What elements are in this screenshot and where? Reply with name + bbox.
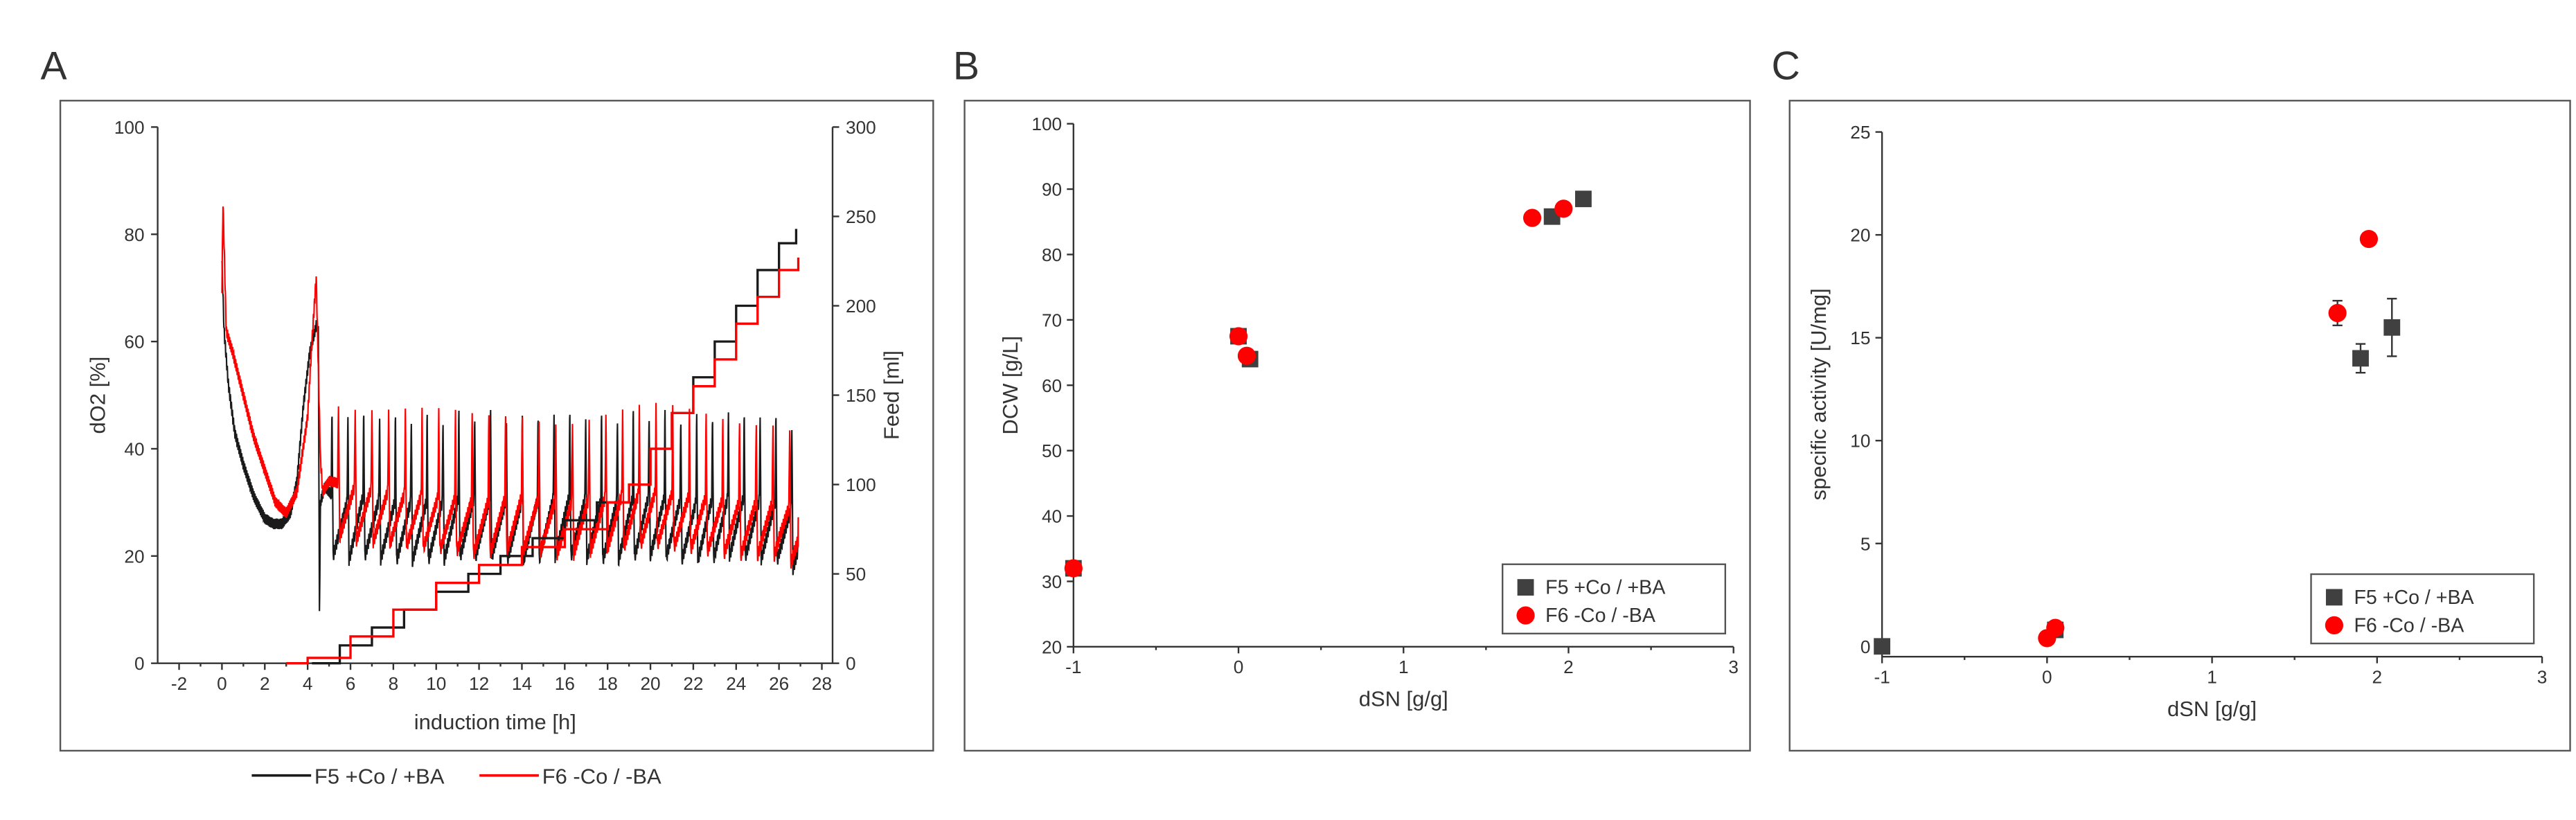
a-y-tick-label: 20	[124, 546, 144, 567]
c-point-circle	[2046, 618, 2065, 637]
c-x-tick-label: 0	[2042, 666, 2052, 687]
c-y-tick-label: 10	[1850, 431, 1870, 452]
b-point-circle	[1554, 199, 1573, 218]
c-legend-label: F5 +Co / +BA	[2354, 587, 2473, 609]
panel-label-c: C	[1772, 44, 1800, 88]
a-x-tick-label: 20	[640, 673, 660, 694]
c-point-square	[1874, 638, 1891, 655]
c-legend-marker	[2325, 616, 2343, 634]
a-y-tick-label: 80	[124, 224, 144, 245]
c-x-tick-label: -1	[1874, 666, 1890, 687]
c-y-axis-title: specific activity [U/mg]	[1806, 288, 1831, 500]
a-x-tick-label: 26	[769, 673, 789, 694]
a-x-tick-label: 0	[217, 673, 227, 694]
a-y2-axis-title: Feed [ml]	[879, 350, 903, 440]
a-y2-tick-label: 200	[846, 296, 876, 317]
b-y-tick-label: 50	[1042, 440, 1062, 461]
c-y-tick-label: 15	[1850, 328, 1870, 348]
b-legend-label: F6 -Co / -BA	[1545, 605, 1655, 627]
c-legend-label: F6 -Co / -BA	[2354, 614, 2464, 636]
a-y2-tick-label: 50	[846, 564, 866, 585]
a-x-axis-title: induction time [h]	[414, 710, 576, 734]
a-x-tick-label: 28	[812, 673, 832, 694]
a-x-tick-label: 10	[426, 673, 446, 694]
b-y-tick-label: 40	[1042, 506, 1062, 527]
b-y-tick-label: 70	[1042, 310, 1062, 330]
a-x-tick-label: 2	[260, 673, 270, 694]
panel-c-frame	[1788, 100, 2571, 752]
a-series-line	[221, 206, 799, 569]
a-x-tick-label: 22	[683, 673, 703, 694]
a-y2-tick-label: 0	[846, 653, 856, 674]
b-y-tick-label: 20	[1042, 636, 1062, 657]
panel-a-chart: -2 0 2 4 6 8 10 12 14 16 18 20 22 24 26 280204060801000…	[85, 117, 903, 734]
b-y-tick-label: 30	[1042, 571, 1062, 592]
b-point-circle	[1229, 327, 1248, 346]
b-point-circle	[1237, 346, 1256, 365]
a-y-axis-title: dO2 [%]	[85, 357, 109, 434]
a-y-tick-label: 0	[134, 653, 145, 674]
c-legend-box	[2310, 573, 2535, 645]
c-legend-marker	[2325, 589, 2343, 606]
panel-a-frame	[59, 100, 934, 752]
c-x-tick-label: 2	[2372, 666, 2383, 687]
a-y2-tick-label: 100	[846, 474, 876, 495]
c-y-tick-label: 0	[1860, 636, 1871, 657]
a-y-tick-label: 60	[124, 332, 144, 353]
b-y-tick-label: 90	[1042, 179, 1062, 200]
b-legend-label: F5 +Co / +BA	[1545, 577, 1665, 599]
a-x-tick-label: 4	[303, 673, 313, 694]
panel-label-a: A	[40, 44, 67, 88]
a-x-tick-label: 24	[726, 673, 746, 694]
c-point-circle	[2328, 303, 2347, 323]
panel-label-b: B	[953, 44, 979, 88]
b-point-circle	[1064, 559, 1083, 578]
c-point-square	[2383, 319, 2401, 336]
b-y-tick-label: 60	[1042, 375, 1062, 396]
a-series-line	[286, 257, 800, 665]
b-legend-box	[1502, 563, 1726, 634]
panel-b-frame	[963, 100, 1751, 752]
c-x-axis-title: dSN [g/g]	[2167, 697, 2257, 721]
b-x-tick-label: 1	[1398, 657, 1409, 677]
b-x-tick-label: -1	[1065, 657, 1081, 677]
b-point-square	[1575, 190, 1592, 208]
a-x-tick-label: -2	[171, 673, 187, 694]
a-x-tick-label: 16	[555, 673, 575, 694]
a-x-tick-label: 18	[598, 673, 618, 694]
a-y2-tick-label: 250	[846, 206, 876, 227]
c-y-tick-label: 5	[1860, 533, 1871, 554]
a-x-tick-label: 8	[389, 673, 399, 694]
b-x-axis-title: dSN [g/g]	[1359, 687, 1448, 711]
b-point-circle	[1522, 208, 1542, 227]
c-y-tick-label: 25	[1850, 122, 1870, 143]
a-y2-tick-label: 150	[846, 385, 876, 406]
a-y2-tick-label: 300	[846, 117, 876, 138]
legend-label-f5: F5 +Co / +BA	[314, 765, 445, 789]
a-y-tick-label: 100	[114, 117, 145, 138]
a-x-tick-label: 14	[512, 673, 532, 694]
a-y-tick-label: 40	[124, 439, 144, 460]
c-x-tick-label: 1	[2207, 666, 2217, 687]
panel-b-chart: -1 0 1 2 3 20 30 40 50 60 70 80 90 100 dSN [g/g] DCW [g…	[998, 114, 1739, 711]
b-legend-marker	[1516, 606, 1535, 625]
a-x-tick-label: 12	[469, 673, 489, 694]
b-x-tick-label: 3	[1728, 657, 1739, 677]
b-x-tick-label: 2	[1563, 657, 1574, 677]
b-y-tick-label: 80	[1042, 244, 1062, 265]
a-x-tick-label: 6	[346, 673, 356, 694]
panel-a-legend: F5 +Co / +BA F6 -Co / -BA	[251, 765, 661, 789]
b-legend-marker	[1517, 579, 1534, 596]
legend-label-f6: F6 -Co / -BA	[542, 765, 661, 789]
b-y-tick-label: 100	[1031, 114, 1062, 134]
c-y-tick-label: 20	[1850, 225, 1870, 246]
c-point-circle	[2359, 229, 2379, 249]
b-x-tick-label: 0	[1234, 657, 1244, 677]
c-point-square	[2352, 350, 2369, 367]
c-x-tick-label: 3	[2537, 666, 2548, 687]
b-y-axis-title: DCW [g/L]	[998, 336, 1022, 435]
